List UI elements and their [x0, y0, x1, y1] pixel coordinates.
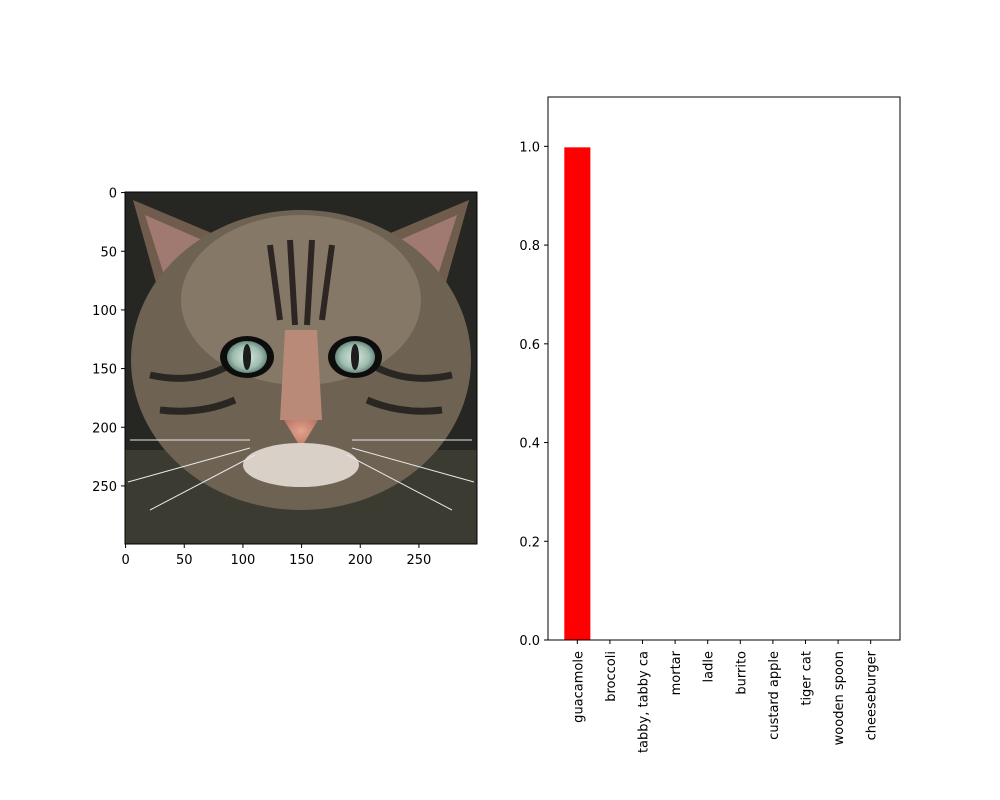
bar-x-tick-label: tiger cat [799, 651, 814, 706]
image-x-tick-label: 150 [289, 553, 314, 568]
bar-chart-y-ticks: 0.0 0.2 0.4 0.6 0.8 1.0 [519, 140, 548, 649]
bar-chart-panel: 0.0 0.2 0.4 0.6 0.8 1.0 guacamole broccoli tabb… [519, 96, 901, 753]
bar [564, 147, 591, 641]
bar-y-tick-label: 0.2 [519, 535, 540, 550]
image-y-tick-label: 150 [92, 363, 117, 378]
image-frame [124, 191, 478, 545]
bar-x-tick-label: guacamole [571, 651, 586, 723]
bar-chart-x-ticks: guacamole broccoli tabby, tabby ca mortar la… [571, 640, 880, 753]
bar-y-tick-label: 0.0 [519, 634, 540, 649]
bar-series [564, 147, 884, 641]
bar-x-tick-label: burrito [734, 651, 749, 695]
chart-frame [547, 96, 901, 641]
image-x-tick-label: 200 [348, 553, 373, 568]
bar-y-tick-label: 0.4 [519, 437, 540, 452]
cat-image [125, 192, 477, 544]
image-y-tick-label: 100 [92, 304, 117, 319]
image-x-tick-label: 50 [176, 553, 193, 568]
image-x-tick-label: 100 [231, 553, 256, 568]
image-x-ticks: 0 50 100 150 200 250 [121, 544, 431, 568]
bar-y-tick-label: 0.6 [519, 338, 540, 353]
image-y-tick-label: 0 [109, 187, 117, 202]
bar-x-tick-label: custard apple [767, 651, 782, 740]
image-x-tick-label: 250 [407, 553, 432, 568]
bar-x-tick-label: cheeseburger [865, 650, 880, 740]
image-y-tick-label: 50 [100, 245, 117, 260]
image-y-tick-label: 200 [92, 421, 117, 436]
image-x-tick-label: 0 [121, 553, 129, 568]
bar-x-tick-label: mortar [669, 650, 684, 695]
bar-y-tick-label: 1.0 [519, 140, 540, 155]
image-y-ticks: 0 50 100 150 200 250 [92, 187, 125, 495]
image-panel: 0 50 100 150 200 250 0 50 100 150 200 250 [92, 187, 478, 568]
bar-x-tick-label: tabby, tabby ca [637, 651, 652, 753]
bar-x-tick-label: wooden spoon [832, 651, 847, 745]
bar-x-tick-label: broccoli [604, 651, 619, 702]
bar-y-tick-label: 0.8 [519, 239, 540, 254]
image-y-tick-label: 250 [92, 480, 117, 495]
bar-x-tick-label: ladle [702, 651, 717, 682]
